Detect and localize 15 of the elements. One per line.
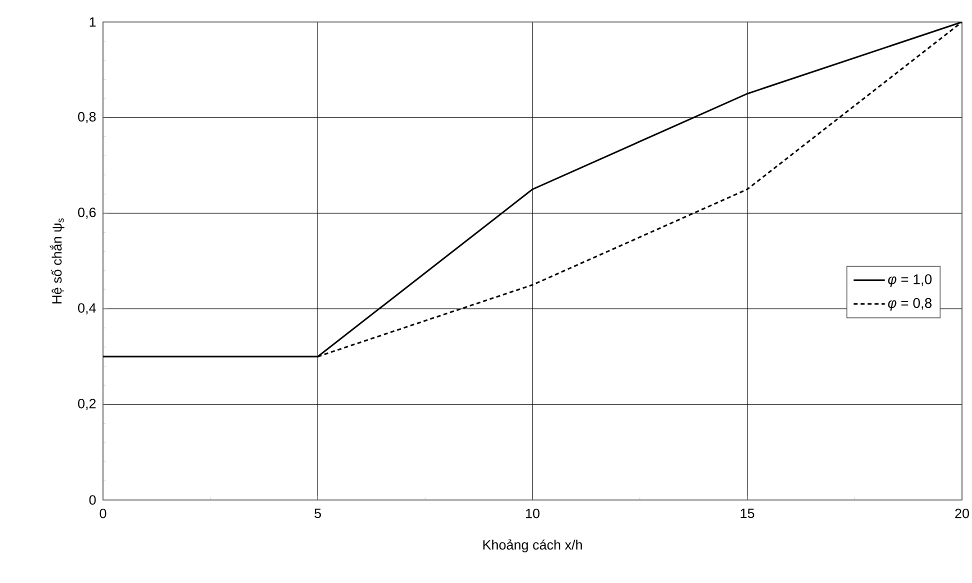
- x-tick-label: 0: [100, 508, 106, 518]
- x-axis-title: Khoảng cách x/h: [483, 539, 582, 552]
- x-tick-label: 10: [526, 508, 540, 518]
- y-tick-label: 0,4: [78, 303, 96, 314]
- y-tick-label: 0,8: [78, 112, 96, 124]
- legend-label: φ = 1,0: [888, 274, 932, 287]
- y-tick-label: 1: [90, 17, 96, 27]
- legend-label: φ = 0,8: [888, 298, 932, 311]
- y-tick-label: 0,2: [78, 398, 96, 410]
- y-tick-label: 0: [89, 495, 96, 505]
- x-tick-label: 20: [955, 508, 969, 518]
- y-axis-title: Hệ số chắn ψ$_{s}$: [50, 218, 64, 304]
- y-tick-label: 0,6: [78, 208, 96, 219]
- x-tick-label: 5: [314, 508, 321, 518]
- x-tick-label: 15: [740, 508, 754, 518]
